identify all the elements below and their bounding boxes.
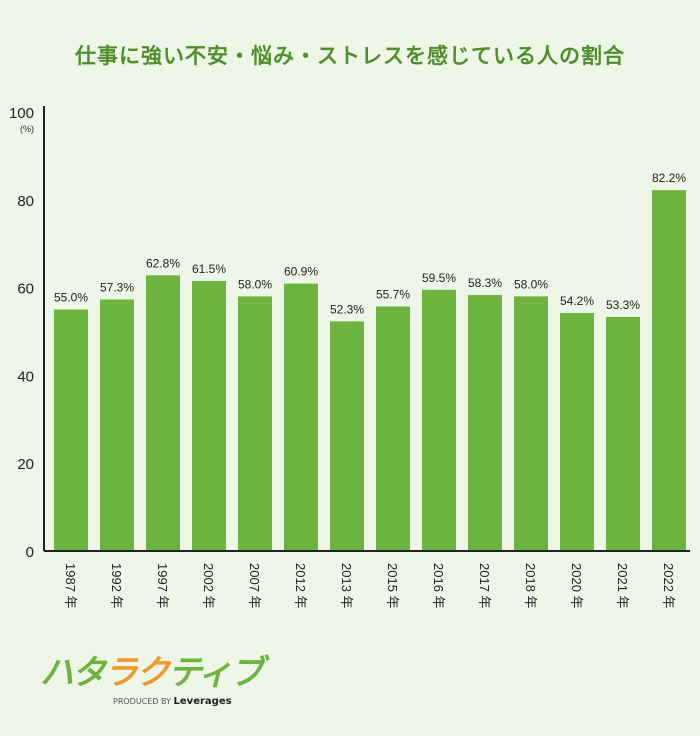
data-label: 55.0%	[54, 291, 88, 305]
y-axis-unit: (%)	[20, 124, 34, 134]
data-label: 58.3%	[468, 276, 502, 290]
data-label: 57.3%	[100, 280, 134, 294]
y-tick-label: 20	[17, 456, 34, 473]
data-label: 53.3%	[606, 298, 640, 312]
bar	[146, 275, 180, 551]
data-label: 62.8%	[146, 256, 180, 270]
bar	[376, 306, 410, 551]
data-label: 52.3%	[330, 302, 364, 316]
x-tick-label: 2002 年	[201, 563, 216, 609]
data-label: 82.2%	[652, 171, 686, 185]
x-tick-label: 2017 年	[477, 563, 492, 609]
hataractive-logo: ハタラクティブ	[40, 653, 264, 693]
y-tick-label: 60	[17, 281, 34, 298]
x-tick-label: 2022 年	[661, 563, 676, 609]
y-tick-label: 0	[26, 544, 34, 561]
x-tick-label: 1992 年	[109, 563, 124, 609]
x-tick-label: 2015 年	[385, 563, 400, 609]
x-tick-label: 2016 年	[431, 563, 446, 609]
bar	[238, 296, 272, 551]
bar	[100, 299, 134, 551]
x-tick-label: 2018 年	[523, 563, 538, 609]
produced-by: PRODUCED BY Leverages	[113, 696, 232, 708]
bar	[468, 295, 502, 551]
data-label: 54.2%	[560, 294, 594, 308]
y-tick-label: 40	[17, 368, 34, 385]
data-label: 58.0%	[514, 277, 548, 291]
bar	[514, 296, 548, 551]
bar	[192, 281, 226, 551]
y-tick-label: 100	[9, 105, 34, 122]
data-label: 59.5%	[422, 271, 456, 285]
data-label: 58.0%	[238, 277, 272, 291]
produced-by-text: PRODUCED BY	[113, 697, 171, 706]
x-tick-label: 2021 年	[615, 563, 630, 609]
bar	[606, 317, 640, 551]
brand-name: Leverages	[173, 696, 232, 707]
data-label: 55.7%	[376, 287, 410, 301]
bar	[422, 289, 456, 551]
bar	[652, 190, 686, 551]
x-tick-label: 2020 年	[569, 563, 584, 609]
x-tick-label: 1987 年	[63, 563, 78, 609]
x-tick-label: 1997 年	[155, 563, 170, 609]
bar	[284, 283, 318, 551]
bar	[330, 321, 364, 551]
bar	[54, 309, 88, 551]
x-tick-label: 2007 年	[247, 563, 262, 609]
y-tick-label: 80	[17, 193, 34, 210]
x-tick-label: 2013 年	[339, 563, 354, 609]
data-label: 61.5%	[192, 262, 226, 276]
bar	[560, 313, 594, 551]
data-label: 60.9%	[284, 265, 318, 279]
chart-title: 仕事に強い不安・悩み・ストレスを感じている人の割合	[75, 44, 625, 68]
x-tick-label: 2012 年	[293, 563, 308, 609]
